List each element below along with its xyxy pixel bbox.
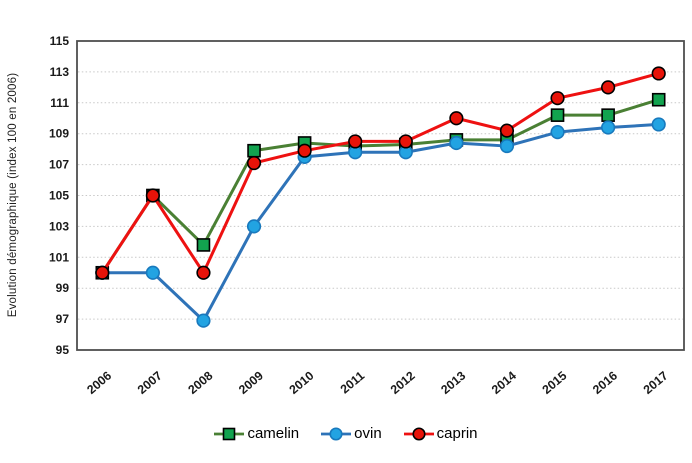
marker-ovin-2014 [499,138,515,154]
y-tick-label: 111 [50,96,69,110]
y-tick-label: 101 [49,250,69,264]
x-tick-label: 2010 [287,368,317,396]
y-tick-label: 107 [49,158,69,172]
y-tick-label: 109 [49,127,69,141]
x-tick-label: 2009 [236,368,266,396]
marker-camelin-2009 [247,143,261,158]
legend-label-camelin: camelin [247,425,300,442]
y-tick-label: 105 [49,189,69,203]
marker-caprin-2007 [145,188,160,203]
x-tick-label: 2016 [590,368,620,396]
marker-camelin-2015 [550,108,565,122]
x-tick-label: 2013 [438,368,468,396]
marker-caprin-2013 [449,111,464,126]
legend-item-camelin: camelin [214,426,299,442]
marker-ovin-2007 [145,265,160,280]
marker-camelin-2017 [651,92,666,107]
x-tick-label: 2011 [338,368,368,396]
marker-caprin-2014 [499,123,515,138]
marker-caprin-2010 [297,143,312,158]
legend-marker-shape [223,427,236,441]
y-tick-label: 113 [50,65,70,79]
legend-item-caprin: caprin [403,425,478,442]
y-tick-label: 103 [49,219,69,233]
x-tick-label: 2007 [135,368,165,396]
marker-caprin-2017 [651,66,666,81]
x-tick-label: 2008 [185,368,215,396]
x-tick-label: 2014 [489,368,519,396]
y-axis-title: Evolution démographique (index 100 en 20… [7,73,19,318]
legend-marker-ovin-icon [321,426,352,442]
marker-caprin-2009 [246,155,262,171]
marker-caprin-2011 [348,134,363,149]
marker-caprin-2006 [95,265,110,280]
marker-camelin-2008 [196,238,211,252]
marker-ovin-2009 [246,219,262,234]
series-line-caprin [100,71,661,275]
marker-ovin-2008 [196,313,211,328]
legend-marker-shape [412,427,426,441]
marker-ovin-2017 [651,117,666,132]
marker-caprin-2016 [601,80,616,95]
y-tick-label: 99 [56,281,70,295]
y-tick-label: 115 [50,34,70,48]
y-tick-label: 97 [56,312,70,326]
marker-ovin-2013 [449,135,464,151]
marker-ovin-2015 [550,125,565,140]
legend-marker-caprin-icon [403,426,434,442]
legend-label-caprin: caprin [436,425,478,442]
legend-marker-shape [329,427,343,441]
x-tick-label: 2012 [388,368,418,396]
legend-item-ovin: ovin [321,426,382,442]
marker-camelin-2016 [601,108,615,122]
x-tick-label: 2006 [84,368,114,396]
marker-caprin-2015 [550,91,565,106]
marker-caprin-2008 [196,265,211,280]
marker-caprin-2012 [398,134,413,149]
legend-label-ovin: ovin [354,425,382,442]
legend: camelin ovin caprin [0,426,692,442]
series-line-camelin [100,98,661,275]
y-tick-label: 95 [56,343,70,357]
legend-marker-camelin-icon [214,426,245,442]
x-tick-label: 2015 [540,368,570,396]
plot-border [76,40,685,351]
plot-area: 95 97 99 101 103 105 107 109 111 113 115 2006 2007 20… [49,34,685,397]
series-line-ovin [100,122,661,323]
marker-ovin-2016 [601,120,616,135]
x-tick-label: 2017 [641,368,671,396]
